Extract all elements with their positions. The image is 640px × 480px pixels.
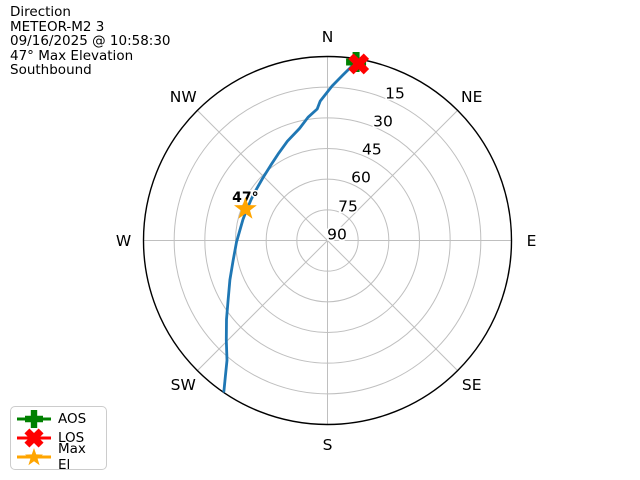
los-x-icon: [17, 428, 51, 448]
elevation-ring-label: 60: [351, 168, 371, 186]
plot-title: Direction: [10, 4, 71, 20]
compass-label-sw: SW: [171, 376, 196, 394]
compass-label-s: S: [323, 436, 333, 454]
legend-item-maxel: Max El: [15, 441, 102, 473]
pass-direction-text: Southbound: [10, 62, 92, 79]
elevation-ring-label: 90: [327, 226, 347, 244]
compass-label-e: E: [527, 232, 537, 250]
elevation-ring: [296, 209, 359, 272]
max-elevation-text: 47° Max Elevation: [10, 47, 134, 64]
satellite-track: [222, 60, 358, 393]
elevation-ring: [204, 117, 451, 364]
elevation-ring-label: 45: [362, 141, 382, 159]
elevation-ring-label: 30: [373, 112, 393, 130]
compass-label-n: N: [322, 28, 334, 46]
legend-label-los: LOS: [58, 429, 85, 446]
elevation-ring: [173, 86, 482, 395]
elevation-ring-label: 15: [385, 85, 405, 103]
compass-label-se: SE: [462, 376, 482, 394]
pass-timestamp: 09/16/2025 @ 10:58:30: [10, 33, 171, 50]
legend-item-los: LOS: [15, 428, 102, 448]
compass-label-w: W: [116, 232, 131, 250]
compass-label-nw: NW: [170, 88, 197, 106]
elevation-ring-label: 75: [338, 198, 358, 216]
pass-info-block: Direction METEOR-M2 3 09/16/2025 @ 10:58…: [10, 5, 171, 78]
elevation-ring: [265, 178, 390, 303]
max-el-star-icon: [17, 448, 51, 466]
satellite-name: METEOR-M2 3: [10, 18, 105, 35]
legend-label-maxel: Max El: [58, 441, 86, 474]
legend-item-aos: AOS: [15, 409, 102, 428]
los-marker: [348, 53, 370, 75]
aos-plus-icon: [17, 409, 51, 428]
horizon-circle: [142, 55, 513, 426]
compass-label-ne: NE: [461, 88, 482, 106]
max-el-marker: [234, 197, 257, 219]
legend: AOS LOS Max El: [10, 406, 107, 473]
legend-label-aos: AOS: [58, 410, 87, 427]
